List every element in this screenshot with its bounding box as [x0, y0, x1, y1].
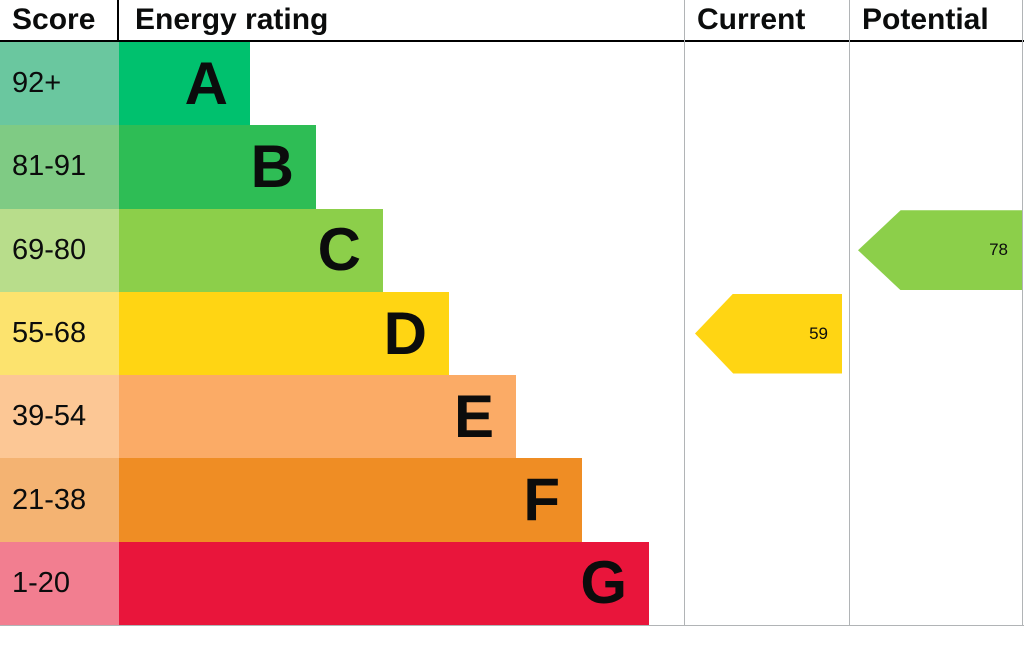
energy-rating-column-header: Energy rating [135, 3, 329, 36]
band-row-g: 1-20 G [0, 541, 649, 626]
band-letter: D [383, 299, 427, 367]
score-cell: 39-54 [0, 375, 119, 459]
band-letter: B [250, 132, 294, 200]
band-row-f: 21-38 F [0, 458, 649, 542]
score-cell: 92+ [0, 42, 119, 126]
score-column-header: Score [0, 0, 119, 40]
current-column-header: Current [697, 3, 806, 36]
band-bar: G [119, 541, 649, 626]
current-arrow: 59 [695, 293, 842, 374]
current-column-divider [684, 0, 685, 626]
current-value: 59 [809, 323, 828, 343]
chart-bottom-border [0, 625, 1024, 626]
band-row-b: 81-91 B [0, 125, 649, 209]
band-bar: A [119, 42, 250, 126]
potential-arrow: 78 [858, 210, 1022, 291]
band-row-d: 55-68 D [0, 291, 649, 376]
band-bar: D [119, 291, 449, 376]
score-cell: 55-68 [0, 291, 119, 376]
band-bar: E [119, 375, 516, 459]
band-bar: B [119, 125, 316, 209]
potential-value: 78 [989, 240, 1008, 260]
band-letter: G [580, 549, 627, 617]
band-letter: A [184, 49, 228, 117]
right-edge-divider [1022, 0, 1023, 626]
score-cell: 1-20 [0, 541, 119, 626]
band-row-c: 69-80 C [0, 208, 649, 292]
band-letter: E [453, 382, 494, 450]
band-letter: C [317, 216, 361, 284]
band-rows: 92+ A 81-91 B 69-80 C 55-68 D 39-54 [0, 42, 649, 626]
score-cell: 69-80 [0, 208, 119, 292]
band-letter: F [523, 466, 560, 534]
score-cell: 21-38 [0, 458, 119, 542]
band-row-e: 39-54 E [0, 375, 649, 459]
potential-column-header: Potential [862, 3, 989, 36]
potential-column-divider [849, 0, 850, 626]
score-cell: 81-91 [0, 125, 119, 209]
band-row-a: 92+ A [0, 42, 649, 126]
chart-header: Score Energy rating Current Potential [0, 0, 1024, 42]
band-bar: F [119, 458, 582, 542]
band-bar: C [119, 208, 383, 292]
